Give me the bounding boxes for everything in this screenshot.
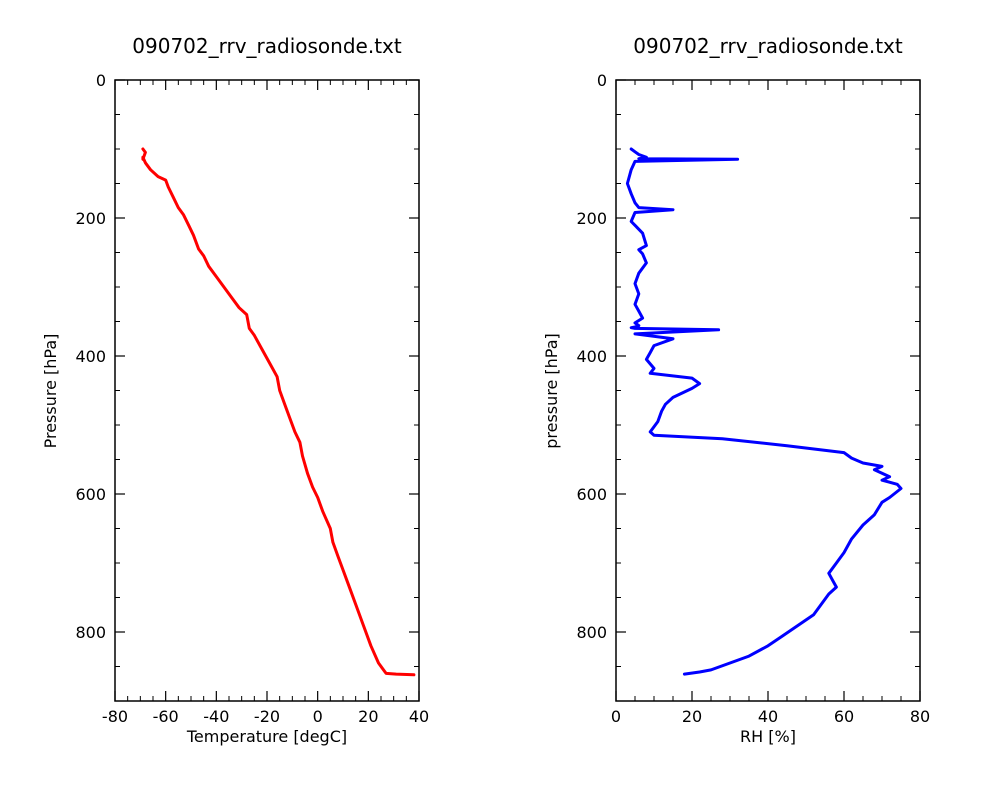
data-series-line bbox=[625, 147, 903, 676]
x-tick-label: 40 bbox=[758, 707, 778, 726]
x-axis-label: RH [%] bbox=[740, 727, 796, 746]
y-tick-label: 800 bbox=[576, 623, 607, 642]
temperature-chart: 090702_rrv_radiosonde.txt Temperature [d… bbox=[41, 34, 429, 746]
y-tick-label: 800 bbox=[75, 623, 106, 642]
x-tick-label: 40 bbox=[409, 707, 429, 726]
y-axis-label: Pressure [hPa] bbox=[41, 334, 60, 449]
y-tick-label: 400 bbox=[75, 347, 106, 366]
x-tick-label: 20 bbox=[358, 707, 378, 726]
y-tick-label: 600 bbox=[75, 485, 106, 504]
x-tick-label: 0 bbox=[611, 707, 621, 726]
x-tick-label: 20 bbox=[682, 707, 702, 726]
chart-title: 090702_rrv_radiosonde.txt bbox=[633, 34, 903, 58]
plot-frame bbox=[114, 79, 420, 702]
plot-frame bbox=[615, 79, 921, 702]
y-tick-label: 0 bbox=[96, 71, 106, 90]
data-series-line bbox=[141, 147, 416, 677]
chart-title: 090702_rrv_radiosonde.txt bbox=[132, 34, 402, 58]
y-axis-label: pressure [hPa] bbox=[542, 333, 561, 449]
x-tick-label: 60 bbox=[834, 707, 854, 726]
x-axis-label: Temperature [degC] bbox=[186, 727, 347, 746]
y-tick-label: 600 bbox=[576, 485, 607, 504]
x-tick-label: -40 bbox=[203, 707, 229, 726]
x-tick-label: -20 bbox=[254, 707, 280, 726]
x-tick-label: 0 bbox=[313, 707, 323, 726]
x-tick-label: -80 bbox=[102, 707, 128, 726]
x-tick-label: 80 bbox=[910, 707, 930, 726]
x-tick-label: -60 bbox=[153, 707, 179, 726]
y-tick-label: 200 bbox=[75, 209, 106, 228]
rh-chart: 090702_rrv_radiosonde.txt RH [%] pressur… bbox=[542, 34, 930, 746]
y-tick-label: 200 bbox=[576, 209, 607, 228]
y-tick-label: 0 bbox=[597, 71, 607, 90]
y-tick-label: 400 bbox=[576, 347, 607, 366]
